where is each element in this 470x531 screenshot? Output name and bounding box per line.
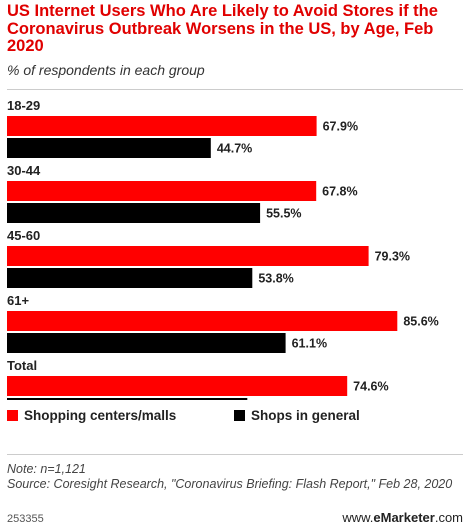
value-label-shopping-centers-malls-30-44: 67.8% (322, 185, 357, 199)
value-label-shops-in-general-18-29: 44.7% (217, 142, 252, 156)
bar-shopping-centers-malls-18-29 (7, 116, 317, 136)
brand-suffix: .com (434, 510, 463, 525)
note-text: Note: n=1,121 (7, 462, 86, 476)
legend-label-malls: Shopping centers/malls (24, 408, 177, 423)
category-label-total: Total (7, 358, 37, 373)
value-label-shopping-centers-malls-18-29: 67.9% (323, 120, 358, 134)
brand-prefix: www. (342, 510, 374, 525)
notes: Note: n=1,121 Source: Coresight Research… (7, 462, 463, 491)
bar-shops-in-general-45-60 (7, 268, 253, 288)
bar-shops-in-general-61 (7, 333, 286, 353)
legend-swatch-malls (7, 410, 18, 421)
brand-name: eMarketer (373, 510, 435, 525)
legend-swatch-shops (234, 410, 245, 421)
bar-shops-in-general-30-44 (7, 203, 261, 223)
bar-shopping-centers-malls-45-60 (7, 246, 369, 266)
bar-shopping-centers-malls-30-44 (7, 181, 317, 201)
chart-subtitle: % of respondents in each group (7, 62, 205, 78)
legend: Shopping centers/malls Shops in general (7, 408, 463, 432)
value-label-shopping-centers-malls-total: 74.6% (353, 380, 388, 394)
top-divider (7, 89, 463, 90)
bar-shopping-centers-malls-total (7, 376, 348, 396)
bar-shops-in-general-18-29 (7, 138, 211, 158)
source-text: Source: Coresight Research, "Coronavirus… (7, 476, 453, 491)
legend-item-malls: Shopping centers/malls (7, 408, 176, 423)
bar-chart: 18-29 67.9% 44.7% 30-44 67.8% 55.5% 45-60 79.3%… (7, 98, 439, 400)
value-label-shops-in-general-45-60: 53.8% (258, 272, 293, 286)
value-label-shopping-centers-malls-61: 85.6% (403, 315, 438, 329)
category-label-30-44: 30-44 (7, 163, 41, 178)
value-label-shopping-centers-malls-45-60: 79.3% (375, 250, 410, 264)
bar-shopping-centers-malls-61 (7, 311, 398, 331)
category-label-45-60: 45-60 (7, 228, 40, 243)
brand-logo: www.eMarketer.com (342, 510, 463, 525)
value-label-shops-in-general-30-44: 55.5% (266, 207, 301, 221)
chart-id: 253355 (7, 513, 44, 525)
bar-shops-in-general-total (7, 398, 248, 400)
legend-item-shops: Shops in general (234, 408, 360, 423)
legend-label-shops: Shops in general (251, 408, 360, 423)
chart-title: US Internet Users Who Are Likely to Avoi… (7, 2, 438, 55)
bottom-divider (7, 454, 463, 455)
value-label-shops-in-general-61: 61.1% (292, 337, 327, 351)
category-label-61: 61+ (7, 293, 29, 308)
category-label-18-29: 18-29 (7, 98, 40, 113)
